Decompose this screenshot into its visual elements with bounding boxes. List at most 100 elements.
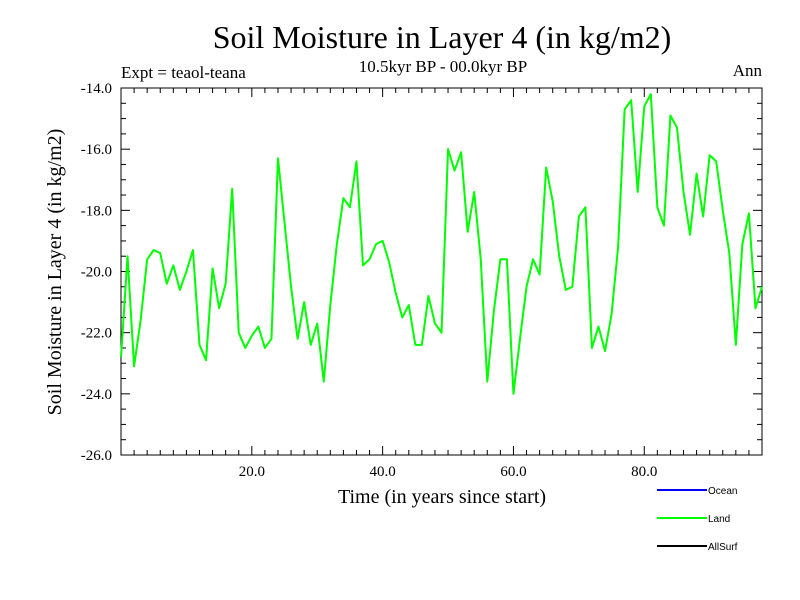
data-point: [427, 295, 429, 297]
x-tick-label: 40.0: [370, 464, 396, 480]
data-point: [663, 225, 665, 227]
data-point: [611, 313, 613, 315]
y-tick-label: -24.0: [81, 387, 112, 403]
y-tick-label: -20.0: [81, 265, 112, 281]
y-tick-label: -26.0: [81, 448, 112, 464]
data-point: [127, 255, 129, 257]
data-point: [454, 170, 456, 172]
data-point: [342, 197, 344, 199]
y-tick-label: -16.0: [81, 142, 112, 158]
legend-label-land: Land: [708, 514, 730, 525]
y-tick-labels: -26.0 -24.0 -22.0 -20.0 -18.0 -16.0 -14.0: [81, 81, 112, 464]
data-point: [604, 350, 606, 352]
x-tick-label: 60.0: [500, 464, 526, 480]
data-point: [205, 359, 207, 361]
y-tick-label: -18.0: [81, 203, 112, 219]
data-point: [650, 93, 652, 95]
data-point: [473, 191, 475, 193]
data-point: [480, 258, 482, 260]
plot-area: [120, 87, 763, 456]
data-point: [329, 304, 331, 306]
data-point: [512, 393, 514, 395]
chart-title: Soil Moisture in Layer 4 (in kg/m2): [213, 19, 672, 55]
x-axis-label: Time (in years since start): [338, 486, 546, 508]
data-point: [591, 347, 593, 349]
data-point: [140, 319, 142, 321]
data-point: [336, 243, 338, 245]
data-point: [493, 310, 495, 312]
data-point: [323, 381, 325, 383]
data-point: [172, 264, 174, 266]
y-tick-label: -22.0: [81, 326, 112, 342]
data-point: [709, 154, 711, 156]
data-point: [408, 304, 410, 306]
data-point: [447, 148, 449, 150]
data-point: [257, 326, 259, 328]
data-point: [630, 99, 632, 101]
data-point: [382, 240, 384, 242]
data-point: [349, 206, 351, 208]
data-point: [441, 332, 443, 334]
data-point: [251, 335, 253, 337]
data-point: [656, 206, 658, 208]
data-points: [120, 93, 763, 395]
data-point: [754, 307, 756, 309]
data-point: [467, 231, 469, 233]
data-point: [722, 209, 724, 211]
data-point: [748, 212, 750, 214]
data-point: [578, 215, 580, 217]
data-point: [290, 286, 292, 288]
data-point: [617, 246, 619, 248]
data-point: [434, 322, 436, 324]
data-point: [506, 258, 508, 260]
data-point: [539, 274, 541, 276]
data-point: [316, 322, 318, 324]
data-point: [284, 222, 286, 224]
data-point: [375, 243, 377, 245]
legend: Ocean Land AllSurf: [657, 486, 738, 553]
x-tick-labels: 20.0 40.0 60.0 80.0: [239, 464, 658, 480]
data-point: [597, 326, 599, 328]
data-point: [185, 271, 187, 273]
series-line-land: [120, 93, 763, 395]
data-point: [369, 258, 371, 260]
y-tick-label: -14.0: [81, 81, 112, 97]
data-point: [414, 344, 416, 346]
data-point: [637, 191, 639, 193]
axis-ticks: [121, 87, 762, 456]
data-point: [355, 160, 357, 162]
data-point: [696, 173, 698, 175]
data-point: [153, 249, 155, 251]
x-tick-label: 80.0: [631, 464, 657, 480]
data-point: [519, 338, 521, 340]
data-point: [460, 151, 462, 153]
data-point: [643, 105, 645, 107]
data-point: [133, 365, 135, 367]
data-point: [761, 286, 763, 288]
data-point: [362, 264, 364, 266]
data-point: [303, 301, 305, 303]
x-tick-label: 20.0: [239, 464, 265, 480]
data-point: [159, 252, 161, 254]
data-point: [277, 157, 279, 159]
data-point: [198, 344, 200, 346]
data-point: [244, 347, 246, 349]
data-point: [624, 108, 626, 110]
data-point: [310, 344, 312, 346]
legend-label-ocean: Ocean: [708, 486, 737, 497]
data-point: [297, 338, 299, 340]
data-point: [715, 160, 717, 162]
data-point: [571, 286, 573, 288]
data-point: [676, 127, 678, 129]
data-point: [146, 258, 148, 260]
data-point: [270, 338, 272, 340]
data-point: [735, 344, 737, 346]
data-point: [225, 283, 227, 285]
data-point: [231, 188, 233, 190]
data-point: [401, 316, 403, 318]
data-point: [565, 289, 567, 291]
data-point: [238, 332, 240, 334]
data-point: [683, 191, 685, 193]
data-point: [264, 347, 266, 349]
data-point: [689, 234, 691, 236]
